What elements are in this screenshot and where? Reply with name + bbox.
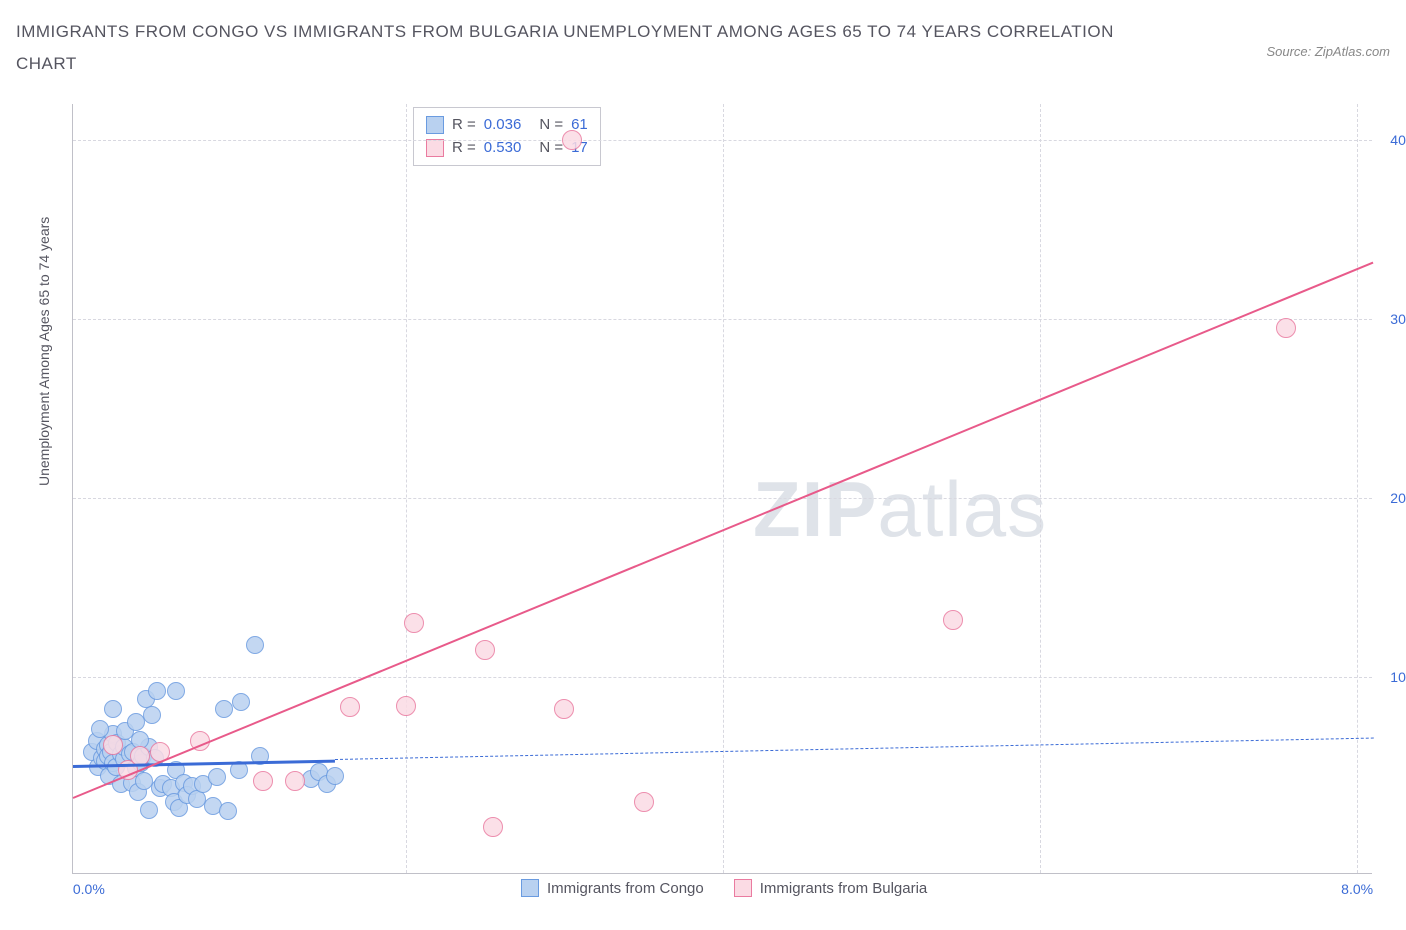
legend-swatch <box>426 139 444 157</box>
legend-swatch <box>734 879 752 897</box>
chart-container: IMMIGRANTS FROM CONGO VS IMMIGRANTS FROM… <box>16 16 1390 914</box>
plot-area: ZIPatlas R = 0.036N = 61R = 0.530N = 17 … <box>72 104 1372 874</box>
watermark-light: atlas <box>877 465 1047 553</box>
scatter-point <box>103 735 123 755</box>
scatter-point <box>167 682 185 700</box>
scatter-point <box>562 130 582 150</box>
scatter-point <box>554 699 574 719</box>
scatter-point <box>91 720 109 738</box>
chart-title: IMMIGRANTS FROM CONGO VS IMMIGRANTS FROM… <box>16 16 1166 81</box>
scatter-point <box>1276 318 1296 338</box>
scatter-point <box>483 817 503 837</box>
scatter-point <box>104 700 122 718</box>
legend-label: Immigrants from Congo <box>547 880 704 897</box>
gridline-vertical <box>1040 104 1041 873</box>
scatter-point <box>404 613 424 633</box>
gridline-vertical <box>723 104 724 873</box>
y-tick-label: 10.0% <box>1390 669 1406 685</box>
title-row: IMMIGRANTS FROM CONGO VS IMMIGRANTS FROM… <box>16 16 1390 81</box>
scatter-point <box>253 771 273 791</box>
legend-item: Immigrants from Bulgaria <box>734 879 928 897</box>
legend-label: Immigrants from Bulgaria <box>760 880 928 897</box>
stat-n-label: N = <box>539 114 563 137</box>
scatter-point <box>143 706 161 724</box>
scatter-point <box>219 802 237 820</box>
scatter-point <box>208 768 226 786</box>
scatter-point <box>140 801 158 819</box>
scatter-point <box>215 700 233 718</box>
scatter-point <box>634 792 654 812</box>
legend-item: Immigrants from Congo <box>521 879 704 897</box>
scatter-point <box>246 636 264 654</box>
watermark: ZIPatlas <box>753 464 1047 555</box>
x-tick-label: 0.0% <box>73 881 105 897</box>
scatter-point <box>285 771 305 791</box>
series-legend: Immigrants from Congo Immigrants from Bul… <box>521 879 927 897</box>
scatter-point <box>396 696 416 716</box>
legend-swatch <box>521 879 539 897</box>
stat-r-value: 0.036 <box>484 114 522 137</box>
scatter-point <box>148 682 166 700</box>
y-axis-label: Unemployment Among Ages 65 to 74 years <box>36 217 52 486</box>
scatter-point <box>340 697 360 717</box>
y-tick-label: 40.0% <box>1390 132 1406 148</box>
scatter-point <box>326 767 344 785</box>
stat-r-label: R = <box>452 114 476 137</box>
scatter-point <box>232 693 250 711</box>
y-tick-label: 30.0% <box>1390 311 1406 327</box>
y-tick-label: 20.0% <box>1390 490 1406 506</box>
source-label: Source: ZipAtlas.com <box>1266 44 1390 59</box>
gridline-vertical <box>1357 104 1358 873</box>
regression-line <box>335 738 1373 760</box>
legend-swatch <box>426 116 444 134</box>
scatter-point <box>943 610 963 630</box>
scatter-point <box>475 640 495 660</box>
x-tick-label: 8.0% <box>1341 881 1373 897</box>
